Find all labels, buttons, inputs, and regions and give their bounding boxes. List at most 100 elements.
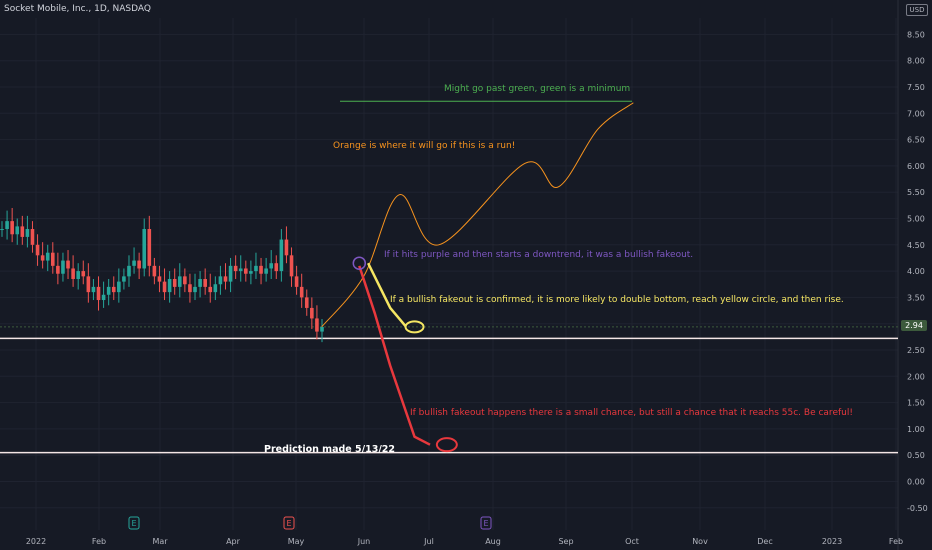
- candle-body: [81, 271, 86, 277]
- candle-body: [157, 276, 162, 282]
- candle-body: [294, 276, 299, 287]
- candle-body: [142, 229, 147, 269]
- candle-body: [249, 271, 253, 274]
- y-tick-label: -0.50: [907, 504, 928, 513]
- y-tick-label: 0.00: [907, 478, 925, 487]
- y-tick-label: 1.50: [907, 399, 925, 408]
- y-tick-label: 3.50: [907, 293, 925, 302]
- orange-annotation: Orange is where it will go if this is a …: [333, 141, 515, 151]
- candle-body: [117, 281, 121, 293]
- candle-body: [127, 265, 131, 277]
- y-tick-label: 8.00: [907, 57, 925, 66]
- candle-body: [320, 326, 324, 332]
- x-tick-label: Mar: [152, 537, 168, 546]
- yellow-circle: [404, 320, 425, 334]
- candle-body: [5, 221, 9, 230]
- candle-body: [284, 239, 289, 256]
- candle-body: [56, 265, 60, 274]
- x-tick-label: 2023: [822, 537, 842, 546]
- currency-badge[interactable]: USD: [906, 4, 928, 16]
- x-tick-label: Apr: [226, 537, 241, 546]
- candle-body: [228, 265, 233, 282]
- x-tick-label: Sep: [558, 537, 573, 546]
- candle-body: [152, 265, 157, 277]
- candle-body: [279, 239, 284, 272]
- candle-body: [310, 307, 314, 319]
- candle-body: [61, 260, 65, 274]
- candle-body: [172, 278, 177, 287]
- earnings-marker-label: E: [131, 519, 136, 528]
- candle-body: [264, 268, 268, 274]
- green-annotation: Might go past green, green is a minimum: [444, 84, 630, 94]
- y-tick-label: 7.50: [907, 83, 925, 92]
- y-tick-label: 4.00: [907, 267, 925, 276]
- candle-body: [304, 297, 309, 308]
- candle-body: [0, 229, 4, 231]
- candle-body: [289, 255, 294, 277]
- earnings-marker-label: E: [286, 519, 291, 528]
- candle-body: [274, 263, 279, 272]
- y-tick-label: 1.00: [907, 425, 925, 434]
- candle-body: [183, 276, 187, 285]
- candle-body: [213, 284, 218, 293]
- candle-body: [30, 229, 35, 245]
- candle-body: [71, 268, 75, 279]
- candle-body: [147, 229, 152, 266]
- prediction-annotation: Prediction made 5/13/22: [264, 444, 395, 455]
- candle-body: [162, 281, 167, 293]
- candle-body: [137, 260, 141, 269]
- candle-body: [96, 286, 101, 301]
- candle-body: [208, 286, 213, 293]
- candle-body: [20, 226, 25, 237]
- candle-body: [254, 265, 258, 272]
- candle-body: [15, 226, 20, 235]
- y-tick-label: 7.00: [907, 109, 925, 118]
- candle-body: [45, 252, 50, 261]
- x-tick-label: Jun: [357, 537, 371, 546]
- candle-body: [76, 271, 80, 279]
- y-tick-label: 2.50: [907, 346, 925, 355]
- yellow-annotation: If a bullish fakeout is confirmed, it is…: [390, 295, 844, 305]
- y-tick-label: 8.50: [907, 30, 925, 39]
- candle-body: [299, 286, 304, 298]
- red-circle: [435, 437, 458, 453]
- candle-body: [233, 265, 238, 272]
- earnings-marker-label: E: [483, 519, 488, 528]
- x-tick-label: Feb: [889, 537, 903, 546]
- purple-annotation: If it hits purple and then starts a down…: [384, 250, 693, 260]
- candle-body: [50, 252, 55, 266]
- y-tick-label: 2.00: [907, 372, 925, 381]
- x-tick-label: 2022: [26, 537, 46, 546]
- candle-body: [193, 286, 197, 293]
- purple-circle: [352, 256, 367, 270]
- candle-body: [35, 244, 40, 256]
- chart-title: Socket Mobile, Inc., 1D, NASDAQ: [4, 4, 151, 14]
- earnings-marker: [283, 516, 295, 530]
- candle-body: [111, 286, 116, 293]
- y-tick-label: 5.00: [907, 215, 925, 224]
- candle-body: [91, 286, 96, 293]
- earnings-marker: [128, 516, 140, 530]
- y-tick-label: 6.50: [907, 136, 925, 145]
- x-tick-label: Feb: [92, 537, 106, 546]
- x-tick-label: Dec: [757, 537, 772, 546]
- candle-body: [315, 318, 319, 332]
- y-tick-label: 6.00: [907, 162, 925, 171]
- candle-body: [244, 268, 248, 274]
- candle-body: [25, 229, 30, 237]
- red-prediction-path: [358, 265, 431, 446]
- red-annotation: If bullish fakeout happens there is a sm…: [410, 408, 853, 418]
- last-price-label: 2.94: [901, 320, 927, 331]
- x-tick-label: Jul: [423, 537, 434, 546]
- candle-body: [122, 276, 126, 282]
- candle-body: [188, 284, 192, 293]
- x-tick-label: May: [288, 537, 305, 546]
- candle-body: [167, 278, 172, 293]
- candle-body: [101, 294, 106, 301]
- candle-body: [40, 255, 45, 261]
- candle-body: [259, 265, 263, 274]
- candle-body: [177, 276, 182, 287]
- candle-body: [132, 260, 136, 266]
- candle-body: [223, 276, 228, 282]
